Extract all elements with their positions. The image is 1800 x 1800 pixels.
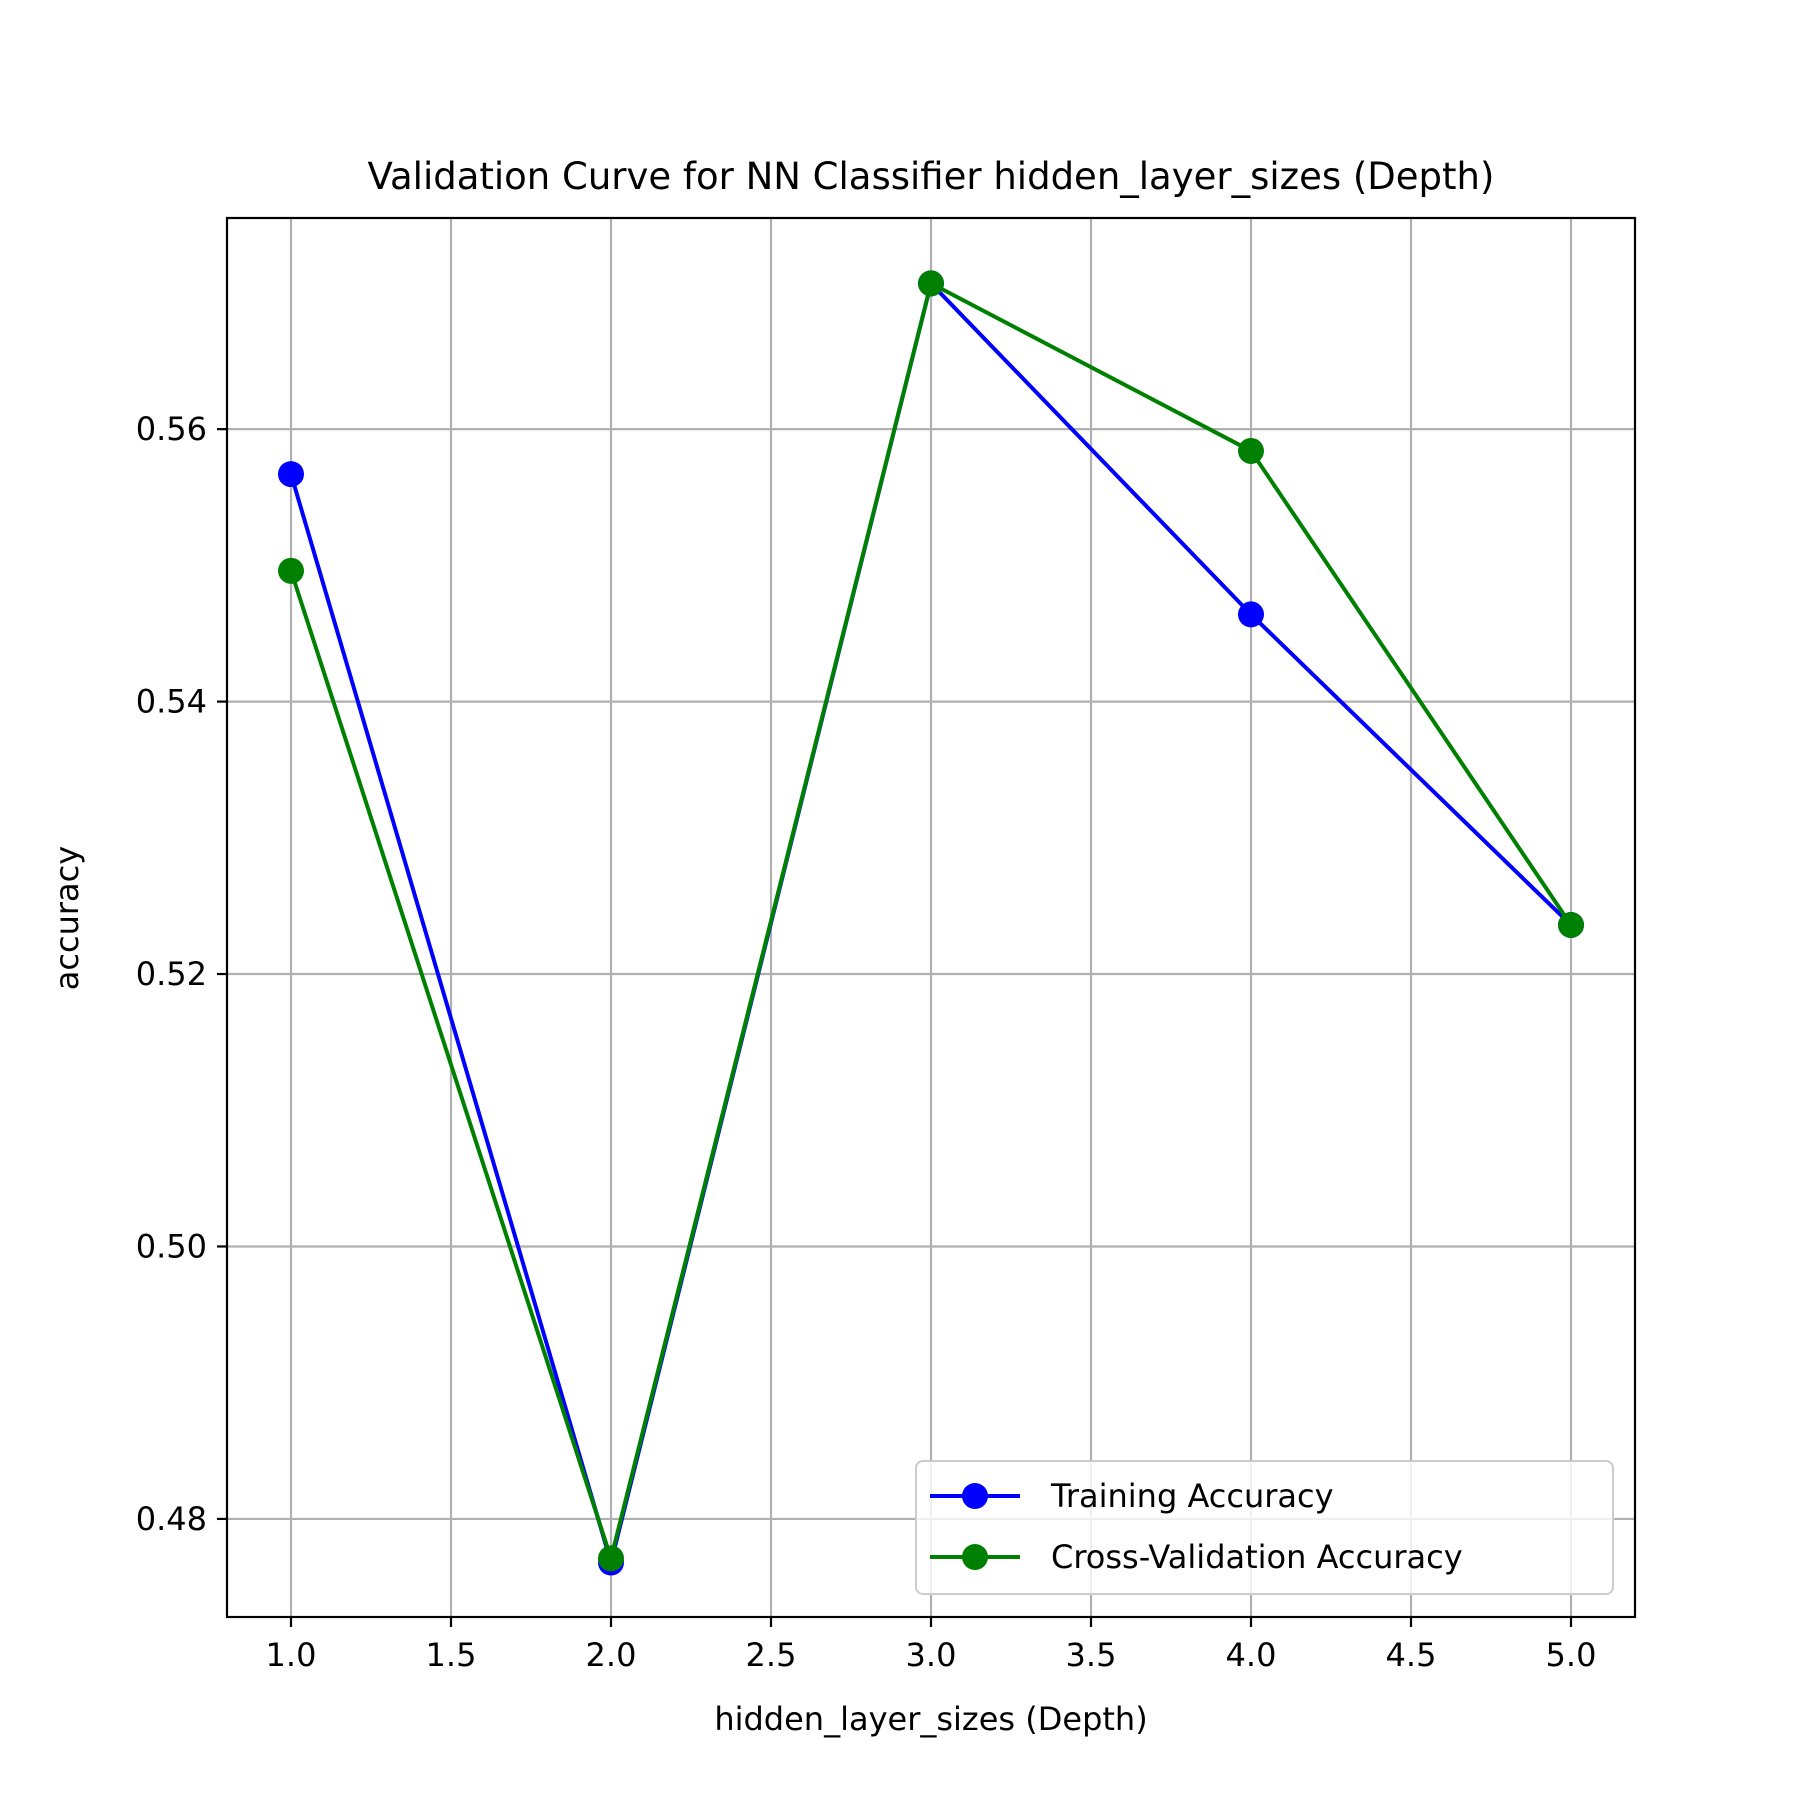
legend-label-training: Training Accuracy [1050,1477,1334,1515]
axis-ticks: 1.0 1.5 2.0 2.5 3.0 3.5 4.0 4.5 5.0 0.48 0.50 0.52 0… [136,410,1597,1674]
legend-marker-cross-validation [962,1544,988,1570]
legend-marker-training [962,1483,988,1509]
series-1-point [278,557,304,584]
x-tick-label: 1.5 [426,1636,477,1674]
legend: Training Accuracy Cross-Validation Accur… [915,1460,1614,1595]
x-tick-label: 2.5 [746,1636,797,1674]
legend-entry-training: Training Accuracy [930,1477,1334,1515]
legend-label-cross-validation: Cross-Validation Accuracy [1051,1538,1463,1576]
chart-title: Validation Curve for NN Classifier hidde… [368,155,1495,198]
y-tick-label: 0.54 [136,683,207,721]
series-1-point [918,270,944,297]
legend-box [915,1460,1614,1595]
x-axis-label: hidden_layer_sizes (Depth) [714,1700,1147,1738]
legend-entry-cross-validation: Cross-Validation Accuracy [930,1538,1463,1576]
x-tick-label: 5.0 [1546,1636,1597,1674]
y-tick-label: 0.50 [136,1227,207,1265]
y-tick-label: 0.48 [136,1500,207,1538]
x-tick-label: 1.0 [266,1636,317,1674]
series-1-point [598,1545,624,1572]
x-tick-label: 4.0 [1226,1636,1277,1674]
x-tick-label: 3.0 [906,1636,957,1674]
series-1-point [1558,911,1584,938]
series-0-point [1238,601,1264,628]
series-0-point [278,461,304,488]
series-1-point [1238,437,1264,464]
x-tick-label: 4.5 [1386,1636,1437,1674]
x-tick-label: 2.0 [586,1636,637,1674]
y-tick-label: 0.52 [136,955,207,993]
plot-area [278,270,1584,1576]
y-axis-label: accuracy [48,846,86,990]
y-tick-label: 0.56 [136,410,207,448]
x-tick-label: 3.5 [1066,1636,1117,1674]
